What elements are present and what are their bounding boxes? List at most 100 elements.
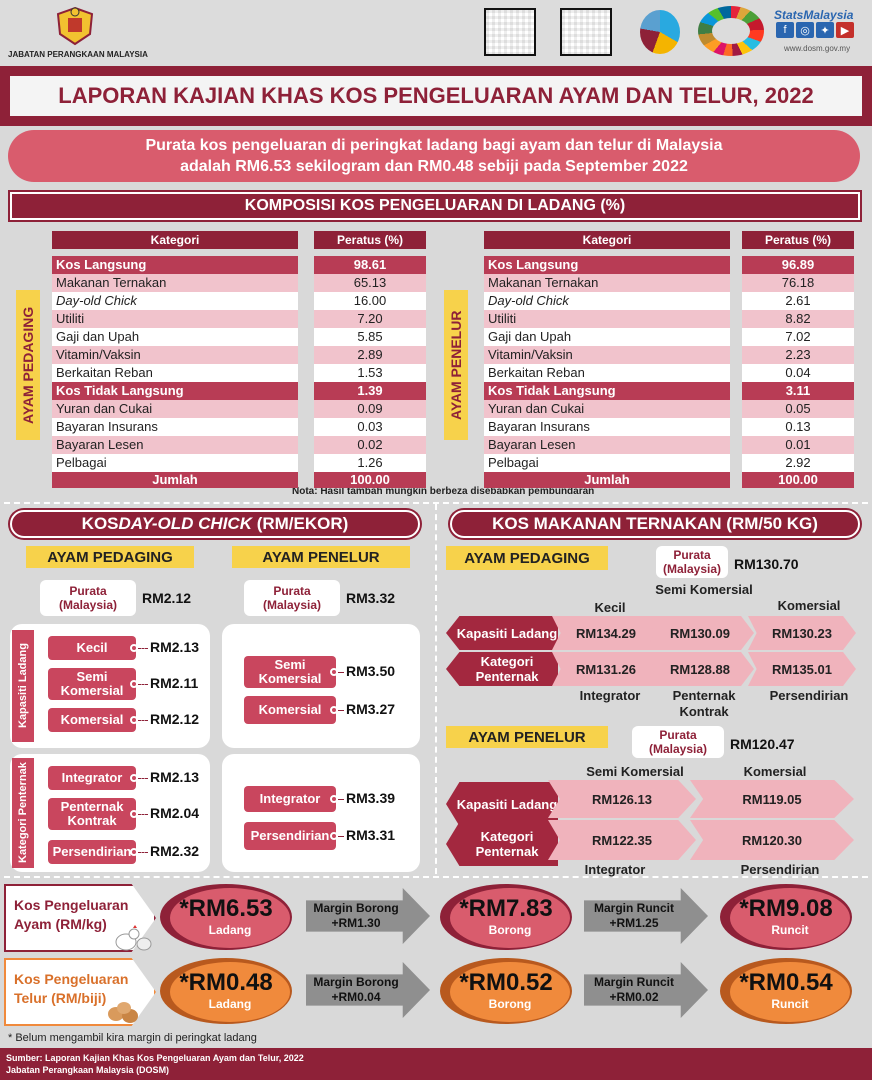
doc-purata-penelur-pill: Purata (Malaysia) — [244, 580, 340, 616]
connector-line — [138, 684, 148, 685]
table-row-category: Kos Langsung — [484, 256, 730, 274]
doc-category-button[interactable]: Integrator — [48, 766, 136, 790]
composition-right-label: AYAM PENELUR — [444, 290, 468, 440]
table-total-label: Jumlah — [484, 472, 730, 488]
doc-category-button[interactable]: Komersial — [48, 708, 136, 732]
ayam-margin-borong-arrow: Margin Borong +RM1.30 — [306, 888, 430, 944]
feed-pedaging-kapasiti-value: RM130.23 — [748, 616, 856, 650]
table-row-percent: 2.92 — [742, 454, 854, 472]
table-row-percent: 2.89 — [314, 346, 426, 364]
table-total-value: 100.00 — [314, 472, 426, 488]
feed-col-label: Komersial — [777, 598, 841, 613]
doc-category-value: RM2.12 — [150, 711, 200, 727]
website-url[interactable]: www.dosm.gov.my — [784, 44, 851, 53]
telur-runcit-label: Runcit — [771, 997, 809, 1011]
doc-penelur-label: AYAM PENELUR — [232, 546, 410, 568]
doc-category-button[interactable]: Integrator — [244, 786, 336, 812]
dosm-logo-icon — [640, 10, 680, 54]
doc-kategori-tag: Kategori Penternak — [12, 758, 34, 868]
footer: Sumber: Laporan Kajian Khas Kos Pengelua… — [0, 1048, 872, 1080]
qr-code-icon[interactable] — [484, 8, 536, 56]
youtube-icon[interactable]: ▶ — [836, 22, 854, 38]
doc-category-value: RM2.11 — [150, 675, 199, 691]
telur-label: Kos Pengeluaran Telur (RM/biji) — [14, 971, 129, 1006]
doc-pedaging-label: AYAM PEDAGING — [26, 546, 194, 568]
table-row-percent: 3.11 — [742, 382, 854, 400]
connector-dot-icon — [330, 795, 338, 803]
doc-kapasiti-tag: Kapasiti Ladang — [12, 630, 34, 742]
table-row-category: Kos Tidak Langsung — [484, 382, 730, 400]
feed-purata-pedaging-value: RM130.70 — [734, 556, 799, 572]
table-row-category: Pelbagai — [484, 454, 730, 472]
table-header-percent: Peratus (%) — [314, 231, 426, 249]
table-row-category: Gaji dan Upah — [484, 328, 730, 346]
telur-runcit-value: *RM0.54 — [739, 969, 833, 996]
ayam-borong-value: *RM7.83 — [459, 895, 553, 922]
table-total-label: Jumlah — [52, 472, 298, 488]
doc-heading-pre: KOS — [81, 514, 119, 533]
feed-pedaging-kapasiti-value: RM130.09 — [646, 616, 754, 650]
doc-category-button[interactable]: Penternak Kontrak — [48, 798, 136, 830]
table-row-percent: 96.89 — [742, 256, 854, 274]
feed-kategori-label: Kategori Penternak — [446, 652, 558, 686]
table-row-category: Yuran dan Cukai — [484, 400, 730, 418]
doc-category-button[interactable]: Persendirian — [48, 840, 136, 864]
divider-v — [435, 504, 437, 874]
chicken-icon — [112, 924, 152, 954]
table-row-category: Vitamin/Vaksin — [52, 346, 298, 364]
table-row-category: Makanan Ternakan — [52, 274, 298, 292]
connector-line — [138, 778, 148, 779]
doc-category-button[interactable]: Semi Komersial — [48, 668, 136, 700]
feed-pen-kapasiti-label: Kapasiti Ladang — [446, 782, 558, 826]
ayam-ladang-value: *RM6.53 — [179, 895, 273, 922]
table-row-percent: 1.26 — [314, 454, 426, 472]
connector-line — [138, 814, 148, 815]
table-row-percent: 0.13 — [742, 418, 854, 436]
feed-kapasiti-label: Kapasiti Ladang — [446, 616, 558, 650]
feed-pen-bottom-label: Persendirian — [740, 862, 820, 877]
table-row-category: Berkaitan Reban — [52, 364, 298, 382]
table-row-percent: 2.23 — [742, 346, 854, 364]
table-row-percent: 65.13 — [314, 274, 426, 292]
table-row-percent: 98.61 — [314, 256, 426, 274]
doc-category-value: RM2.13 — [150, 639, 200, 655]
purata-label: Purata — [659, 728, 697, 742]
doc-category-button[interactable]: Persendirian — [244, 822, 336, 850]
composition-heading: KOMPOSISI KOS PENGELUARAN DI LADANG (%) — [10, 192, 860, 220]
feed-pen-col-label: Semi Komersial — [586, 764, 684, 779]
doc-category-value: RM2.13 — [150, 769, 200, 785]
doc-category-button[interactable]: Kecil — [48, 636, 136, 660]
connector-dot-icon — [130, 848, 138, 856]
doc-category-value: RM2.04 — [150, 805, 200, 821]
feed-pedaging-kapasiti-value: RM134.29 — [552, 616, 660, 650]
table-header-category: Kategori — [52, 231, 298, 249]
telur-margin-runcit-arrow-value: +RM0.02 — [609, 990, 659, 1004]
twitter-icon[interactable]: ✦ — [816, 22, 834, 38]
doc-category-value: RM3.31 — [346, 827, 396, 843]
feed-pen-kategori-label: Kategori Penternak — [446, 822, 558, 866]
table-row-percent: 1.39 — [314, 382, 426, 400]
facebook-icon[interactable]: f — [776, 22, 794, 38]
table-row-percent: 16.00 — [314, 292, 426, 310]
connector-dot-icon — [330, 832, 338, 840]
connector-line — [338, 710, 344, 711]
qr-code-facebook-icon[interactable] — [560, 8, 612, 56]
table-row-percent: 1.53 — [314, 364, 426, 382]
doc-category-button[interactable]: Komersial — [244, 696, 336, 724]
divider-h1 — [4, 502, 868, 504]
connector-line — [338, 836, 344, 837]
instagram-icon[interactable]: ◎ — [796, 22, 814, 38]
table-row-category: Utiliti — [484, 310, 730, 328]
table-row-category: Day-old Chick — [484, 292, 730, 310]
feed-pedaging-kategori-value: RM128.88 — [646, 652, 754, 686]
telur-margin-borong-arrow: Margin Borong +RM0.04 — [306, 962, 430, 1018]
footnote: * Belum mengambil kira margin di peringk… — [8, 1032, 257, 1044]
feed-col-label: Persendirian — [769, 688, 849, 703]
doc-category-button[interactable]: Semi Komersial — [244, 656, 336, 688]
ayam-margin-runcit-arrow-label: Margin Runcit — [594, 901, 674, 915]
doc-heading-post: (RM/EKOR) — [251, 514, 349, 533]
connector-dot-icon — [130, 716, 138, 724]
table-row-percent: 0.05 — [742, 400, 854, 418]
connector-dot-icon — [130, 810, 138, 818]
connector-line — [138, 852, 148, 853]
